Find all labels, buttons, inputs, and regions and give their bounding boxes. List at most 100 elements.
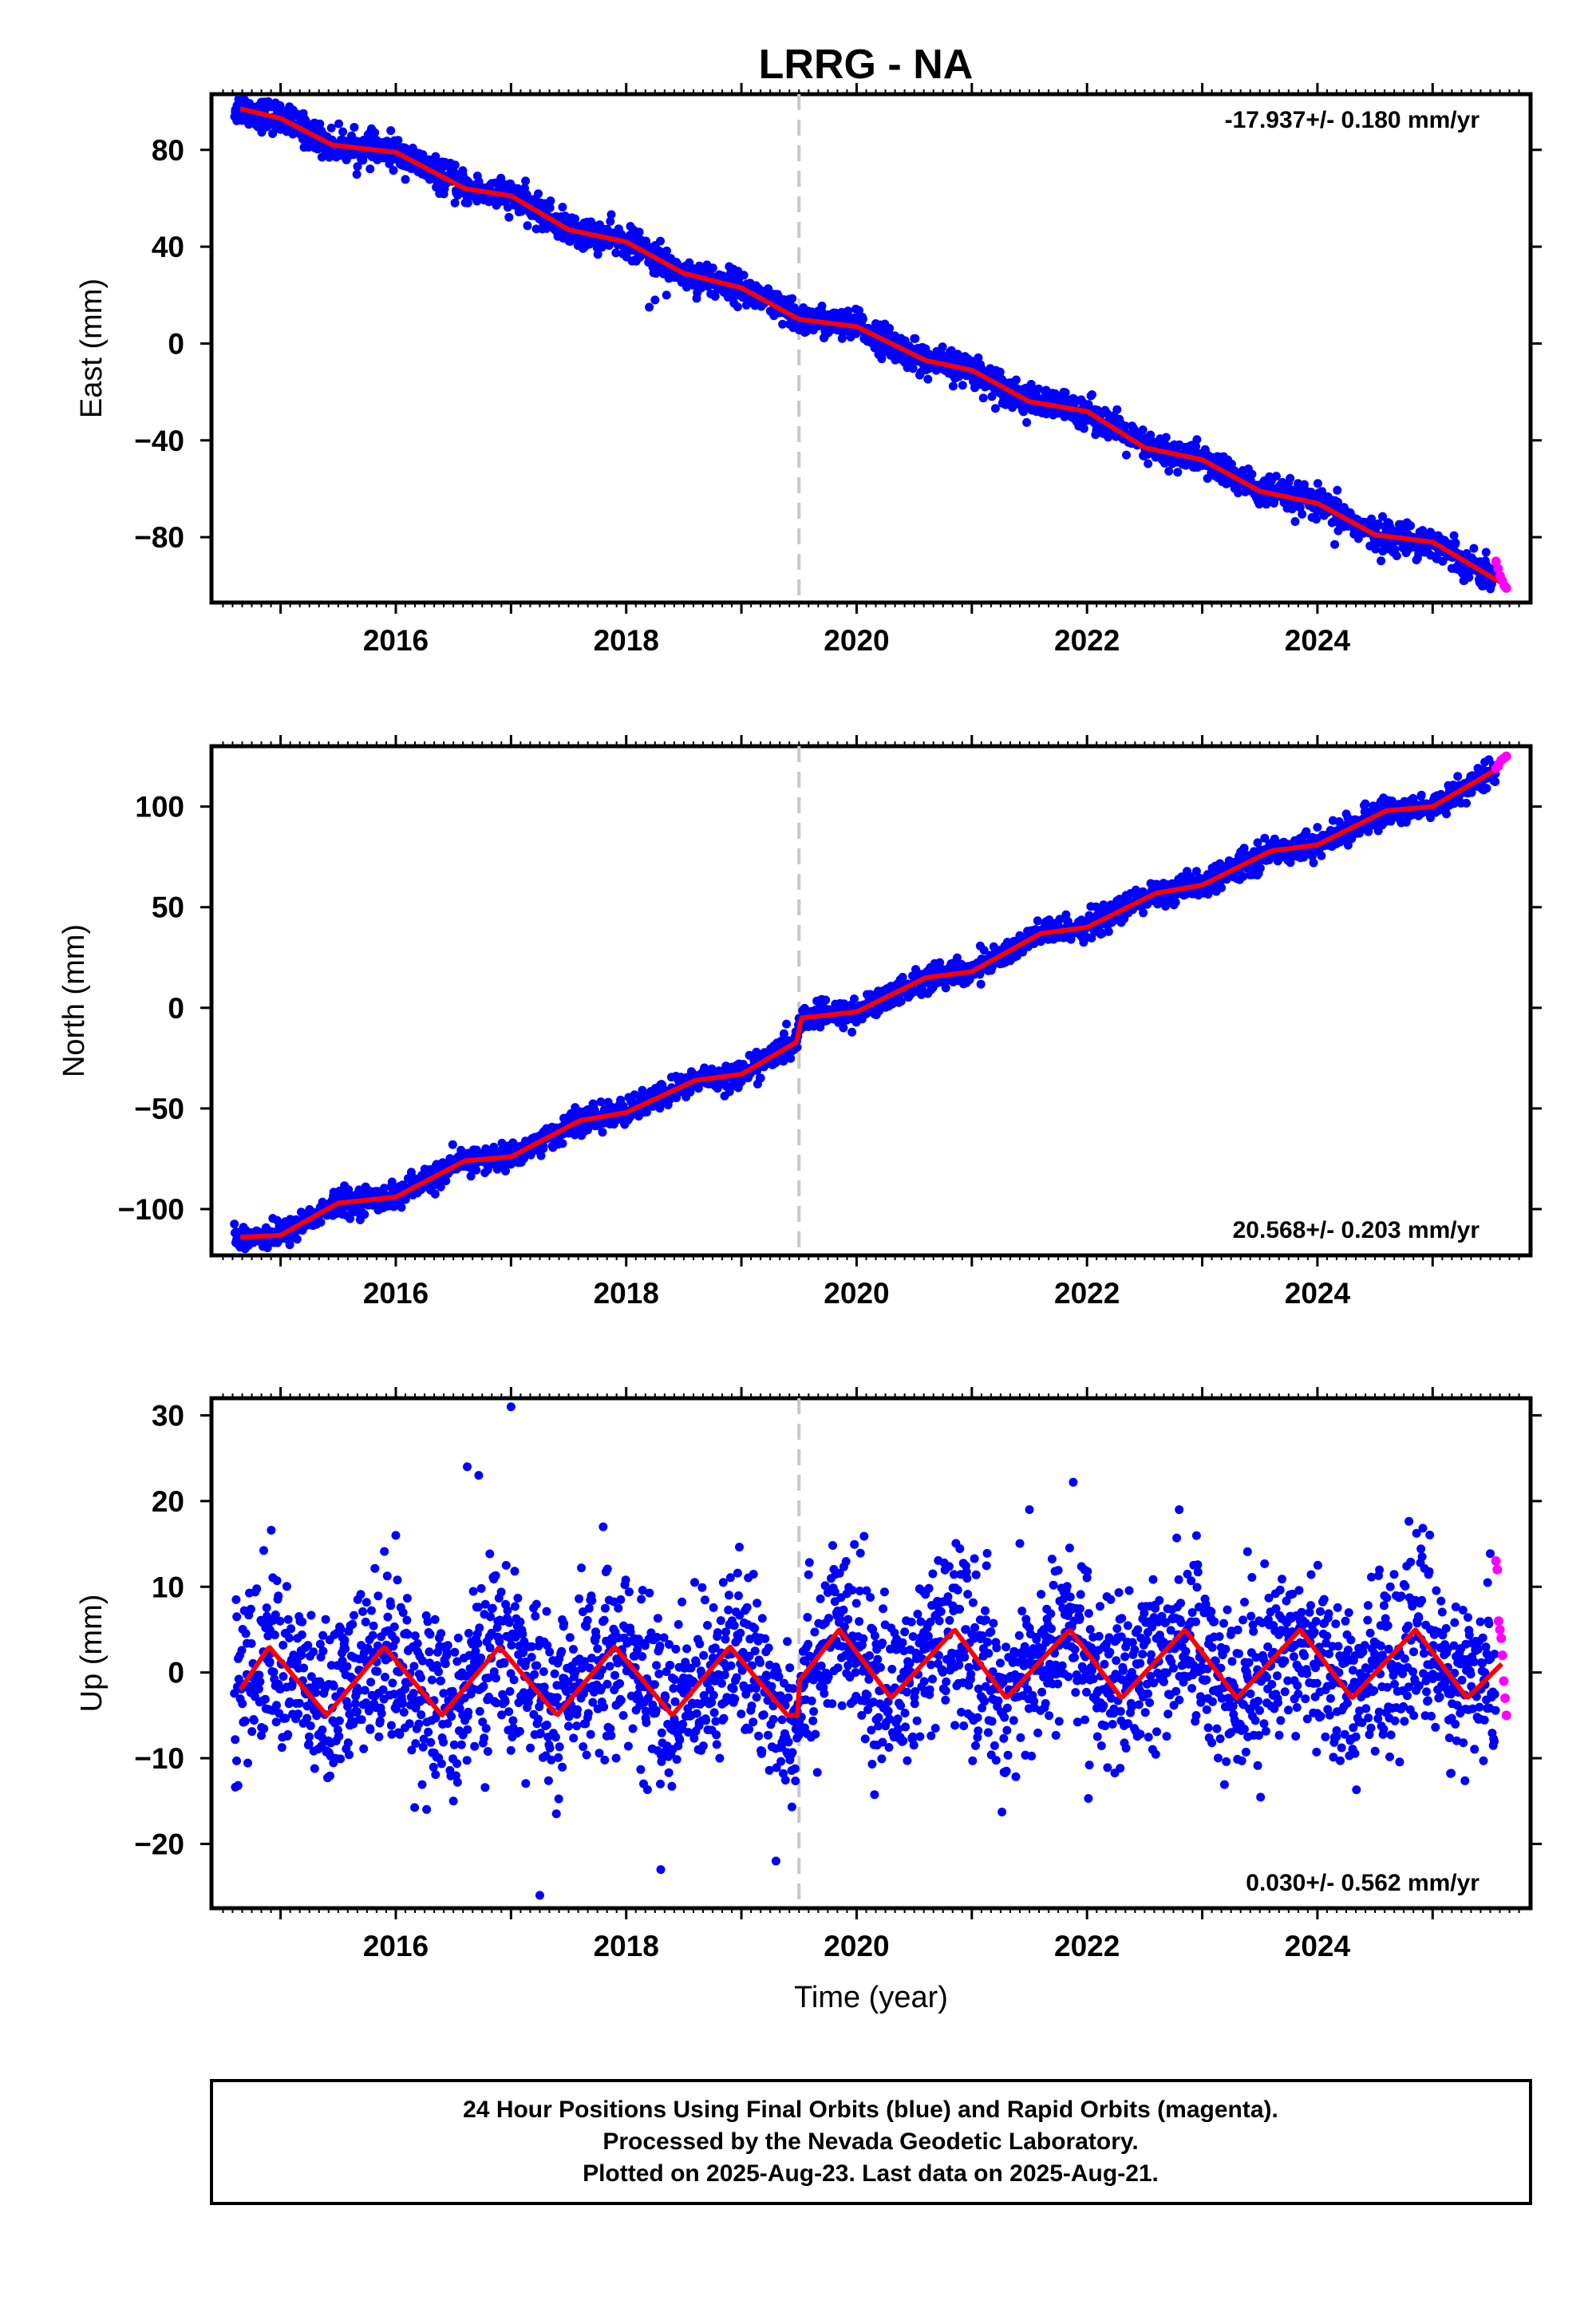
final-point — [353, 162, 362, 172]
final-point — [316, 1218, 326, 1227]
final-point — [976, 979, 986, 989]
final-point — [817, 301, 827, 310]
final-point — [387, 1177, 397, 1187]
outlier-point — [650, 295, 660, 305]
east-y-axis-label: East (mm) — [75, 279, 109, 418]
final-point — [334, 119, 343, 128]
final-point — [352, 170, 361, 179]
final-point — [662, 246, 671, 255]
final-point — [1416, 790, 1426, 800]
final-point — [1333, 485, 1342, 495]
east-plot-area — [230, 94, 1511, 603]
east-rate-label: -17.937+/- 0.180 mm/yr — [1225, 107, 1480, 133]
x-tick-label: 2018 — [594, 624, 659, 657]
final-point — [1481, 547, 1491, 557]
final-point — [1317, 851, 1326, 860]
final-point — [782, 1019, 792, 1029]
final-point — [430, 1189, 440, 1199]
final-point — [1298, 509, 1307, 519]
final-point — [386, 126, 396, 136]
final-point — [546, 196, 555, 206]
final-point — [472, 1165, 481, 1175]
final-point — [558, 203, 567, 211]
final-point — [708, 263, 717, 273]
final-point — [990, 404, 1000, 413]
final-point — [315, 119, 325, 128]
final-point — [778, 319, 788, 329]
final-point — [1144, 459, 1153, 468]
final-point — [1139, 908, 1148, 918]
final-point — [504, 212, 514, 222]
final-point — [821, 995, 831, 1005]
final-point — [360, 1210, 369, 1219]
final-point — [948, 381, 958, 391]
final-point — [545, 203, 555, 212]
final-point — [1255, 864, 1265, 873]
final-point — [523, 221, 532, 231]
final-point — [1451, 538, 1460, 547]
final-point — [850, 994, 859, 1004]
final-point — [1271, 472, 1281, 481]
final-point — [593, 250, 602, 259]
x-tick-label: 2022 — [1054, 624, 1120, 657]
final-point — [393, 136, 403, 145]
final-point — [995, 367, 1005, 377]
final-point — [418, 150, 428, 160]
final-point — [786, 1053, 796, 1063]
final-point — [606, 216, 615, 226]
final-point — [1392, 551, 1401, 560]
final-point — [1033, 916, 1042, 926]
final-point — [858, 314, 867, 324]
final-point — [317, 152, 326, 162]
final-point — [1377, 556, 1386, 566]
chart-title: LRRG - NA — [759, 41, 974, 88]
final-point — [397, 1203, 406, 1212]
final-point — [611, 248, 621, 258]
final-point — [978, 393, 988, 403]
final-point — [656, 236, 665, 246]
final-point — [1247, 469, 1257, 479]
final-point — [1406, 521, 1416, 531]
final-point — [923, 374, 933, 384]
final-point — [1104, 927, 1113, 936]
final-point — [710, 291, 720, 301]
final-point — [1112, 405, 1122, 414]
final-point — [788, 294, 797, 303]
final-point — [634, 227, 644, 237]
x-tick-label: 2020 — [824, 624, 889, 657]
final-point — [1192, 435, 1202, 445]
final-point — [230, 1219, 239, 1229]
y-tick-label: 80 — [152, 134, 184, 167]
x-tick-label: 2024 — [1285, 624, 1351, 657]
final-point — [1313, 479, 1322, 488]
final-point — [326, 123, 336, 132]
final-point — [908, 364, 918, 373]
final-point — [606, 210, 616, 219]
final-point — [938, 342, 947, 352]
final-point — [1138, 425, 1148, 435]
final-point — [807, 307, 816, 317]
final-point — [1173, 468, 1183, 477]
final-point — [1122, 450, 1131, 460]
y-tick-label: 0 — [168, 327, 184, 360]
final-point — [847, 1027, 857, 1037]
final-point — [370, 128, 380, 137]
final-point — [885, 323, 895, 333]
final-point — [854, 306, 863, 315]
rapid-point — [1501, 583, 1511, 593]
final-point — [292, 1235, 302, 1244]
final-point — [1079, 424, 1088, 433]
final-point — [1087, 390, 1096, 399]
final-point — [958, 381, 967, 390]
final-point — [1309, 858, 1318, 868]
final-point — [911, 334, 920, 343]
final-point — [733, 302, 742, 311]
final-point — [1171, 898, 1180, 907]
outlier-point — [645, 302, 654, 312]
final-point — [1313, 823, 1322, 832]
final-point — [987, 392, 997, 401]
final-point — [350, 123, 359, 132]
final-point — [338, 127, 348, 136]
